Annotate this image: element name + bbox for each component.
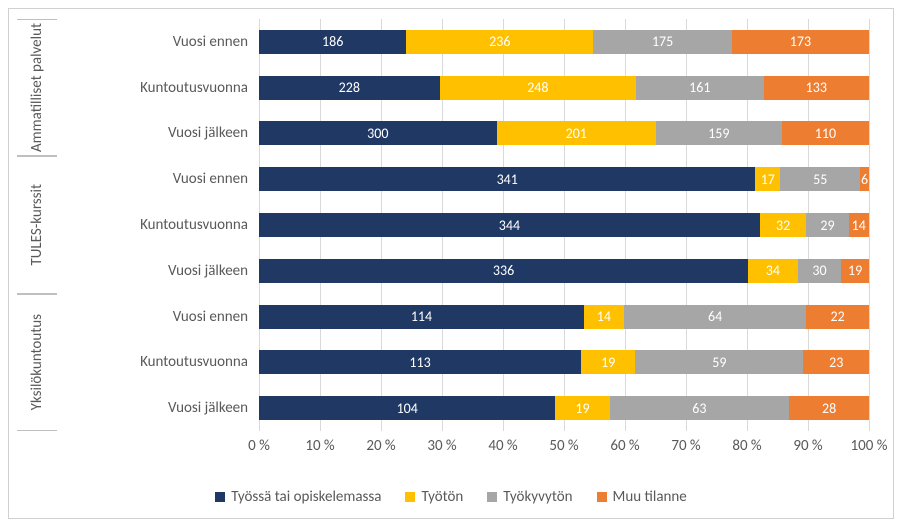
bar-segment: 228 <box>259 76 440 100</box>
x-tick: 20 % <box>366 437 395 455</box>
bar-segment: 344 <box>259 213 760 237</box>
group-label: Yksilökuntoutus <box>17 294 57 431</box>
bar-segment: 19 <box>581 350 635 374</box>
bar-segment: 173 <box>732 30 869 54</box>
row-label: Vuosi jälkeen <box>168 398 248 418</box>
bar-segment: 201 <box>497 121 656 145</box>
x-tick: 60 % <box>610 437 639 455</box>
bar-segment: 161 <box>636 76 764 100</box>
legend-swatch <box>597 492 607 502</box>
bar-row: 104196328 <box>259 396 869 420</box>
bar-segment: 248 <box>440 76 636 100</box>
bar-segment: 6 <box>860 167 869 191</box>
bar-segment: 114 <box>259 305 584 329</box>
bar-segment: 113 <box>259 350 581 374</box>
row-label: Vuosi ennen <box>173 169 248 189</box>
legend-item: Muu tilanne <box>597 488 687 506</box>
bar-row: 34117556 <box>259 167 869 191</box>
legend-item: Työssä tai opiskelemassa <box>215 488 381 506</box>
chart-container: Ammatilliset palvelutTULES-kurssitYksilö… <box>8 8 894 519</box>
legend-swatch <box>405 492 415 502</box>
bar-segment: 64 <box>624 305 806 329</box>
bar-segment: 133 <box>764 76 869 100</box>
bar-segment: 17 <box>755 167 780 191</box>
row-label: Kuntoutusvuonna <box>140 352 248 372</box>
legend-swatch <box>487 492 497 502</box>
legend-label: Työssä tai opiskelemassa <box>231 488 381 506</box>
legend-label: Muu tilanne <box>613 488 687 506</box>
bar-segment: 236 <box>406 30 593 54</box>
legend: Työssä tai opiskelemassa Työtön Työkyvytön… <box>9 488 893 506</box>
x-tick: 0 % <box>248 437 270 455</box>
bar-segment: 32 <box>760 213 807 237</box>
bar-segment: 175 <box>593 30 732 54</box>
bar-row: 300201159110 <box>259 121 869 145</box>
bar-segment: 19 <box>555 396 609 420</box>
x-tick: 100 % <box>851 437 888 455</box>
legend-swatch <box>215 492 225 502</box>
bar-segment: 55 <box>780 167 860 191</box>
legend-label: Työkyvytön <box>503 488 572 506</box>
legend-item: Työkyvytön <box>487 488 572 506</box>
row-label: Vuosi jälkeen <box>168 123 248 143</box>
legend-item: Työtön <box>405 488 463 506</box>
x-tick: 50 % <box>549 437 578 455</box>
bar-segment: 23 <box>803 350 869 374</box>
bar-segment: 186 <box>259 30 406 54</box>
x-tick: 10 % <box>305 437 334 455</box>
x-tick: 30 % <box>427 437 456 455</box>
bar-segment: 30 <box>798 259 842 283</box>
bar-segment: 14 <box>849 213 869 237</box>
plot-area: 1862361751732282481611333002011591103411… <box>259 19 869 431</box>
bar-row: 344322914 <box>259 213 869 237</box>
legend-label: Työtön <box>421 488 463 506</box>
bar-segment: 104 <box>259 396 555 420</box>
bar-segment: 63 <box>610 396 790 420</box>
bar-segment: 34 <box>748 259 797 283</box>
group-label: Ammatilliset palvelut <box>17 19 57 156</box>
bar-segment: 159 <box>656 121 782 145</box>
row-label: Vuosi ennen <box>173 307 248 327</box>
bar-row: 336343019 <box>259 259 869 283</box>
row-label: Kuntoutusvuonna <box>140 78 248 98</box>
bar-segment: 110 <box>782 121 869 145</box>
bar-segment: 29 <box>806 213 848 237</box>
x-tick: 80 % <box>732 437 761 455</box>
x-axis: 0 %10 %20 %30 %40 %50 %60 %70 %80 %90 %1… <box>259 437 869 461</box>
bar-segment: 19 <box>841 259 869 283</box>
x-tick: 40 % <box>488 437 517 455</box>
bar-segment: 336 <box>259 259 748 283</box>
group-labels-column: Ammatilliset palvelutTULES-kurssitYksilö… <box>17 19 57 431</box>
bar-segment: 59 <box>635 350 803 374</box>
x-tick: 90 % <box>793 437 822 455</box>
bars-layer: 1862361751732282481611333002011591103411… <box>259 19 869 431</box>
row-label: Kuntoutusvuonna <box>140 215 248 235</box>
bar-segment: 14 <box>584 305 624 329</box>
row-label: Vuosi jälkeen <box>168 261 248 281</box>
bar-row: 186236175173 <box>259 30 869 54</box>
bar-row: 114146422 <box>259 305 869 329</box>
row-labels-column: Vuosi ennen Kuntoutusvuonna Vuosi jälkeen V… <box>59 19 254 431</box>
group-label: TULES-kurssit <box>17 156 57 293</box>
row-label: Vuosi ennen <box>173 32 248 52</box>
bar-segment: 22 <box>806 305 869 329</box>
bar-row: 113195923 <box>259 350 869 374</box>
bar-row: 228248161133 <box>259 76 869 100</box>
bar-segment: 300 <box>259 121 497 145</box>
x-tick: 70 % <box>671 437 700 455</box>
bar-segment: 28 <box>789 396 869 420</box>
bar-segment: 341 <box>259 167 755 191</box>
